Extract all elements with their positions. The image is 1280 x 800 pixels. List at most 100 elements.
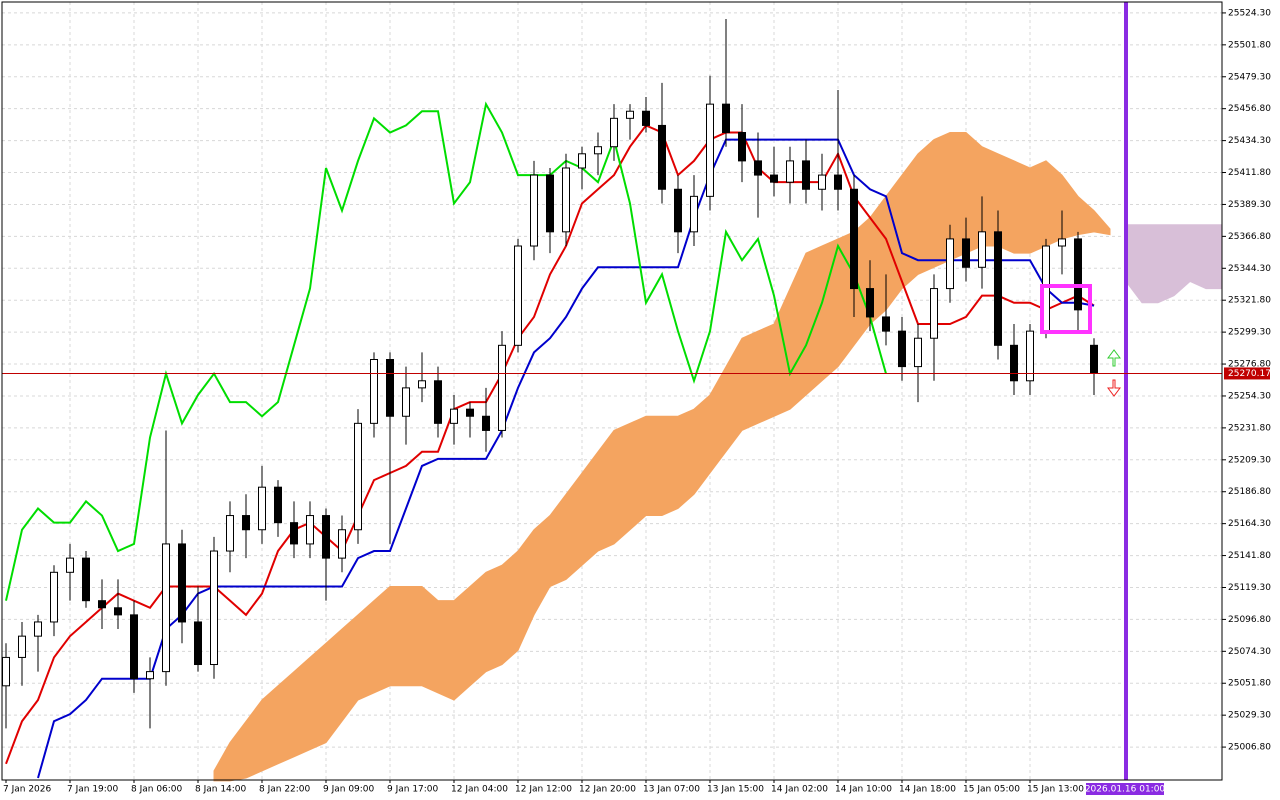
y-tick-label: 25006.80 (1228, 743, 1271, 753)
x-tick-label: 12 Jan 12:00 (515, 785, 572, 795)
candle-body (578, 153, 586, 169)
candle-body (210, 550, 218, 666)
candle-body (514, 245, 522, 346)
candle-body (818, 174, 826, 190)
y-tick-label: 25254.30 (1228, 391, 1271, 401)
y-tick-label: 25299.30 (1228, 328, 1271, 338)
candle-body (1058, 238, 1066, 247)
candle-body (882, 316, 890, 332)
plot-border (1, 1, 1223, 781)
y-tick-label: 25434.30 (1228, 136, 1271, 146)
candle-body (674, 188, 682, 233)
indicator-line (5, 101, 887, 601)
candle-body (82, 557, 90, 602)
candle-body (274, 486, 282, 524)
y-tick-label: 25141.80 (1228, 551, 1271, 561)
x-tick-label: 7 Jan 19:00 (67, 785, 119, 795)
candle-body (530, 174, 538, 247)
highlight-box (1040, 284, 1092, 334)
candle-body (322, 515, 330, 559)
candle-body (946, 238, 954, 290)
y-tick-label: 25209.30 (1228, 455, 1271, 465)
candle-body (722, 103, 730, 134)
candle-body (562, 167, 570, 233)
x-tick-label: 8 Jan 14:00 (195, 785, 247, 795)
candle-body (498, 344, 506, 431)
time-marker-label-bg (1086, 783, 1164, 795)
candle-body (642, 110, 650, 126)
candle-body (290, 522, 298, 545)
candle-body (738, 132, 746, 162)
down-arrow (1107, 379, 1121, 397)
candle-body (546, 174, 554, 233)
candle-body (130, 614, 138, 680)
y-tick-label: 25051.80 (1228, 679, 1271, 689)
candle-body (610, 117, 618, 148)
x-tick-label: 14 Jan 02:00 (771, 785, 828, 795)
candle-body (194, 621, 202, 666)
candle-body (34, 621, 42, 637)
candle-body (466, 408, 474, 417)
y-tick-label: 25389.30 (1228, 200, 1271, 210)
candle-body (66, 557, 74, 573)
x-tick-label: 14 Jan 18:00 (899, 785, 956, 795)
candle-body (2, 656, 10, 687)
candle-body (146, 671, 154, 680)
candle-body (226, 515, 234, 552)
y-tick-label: 25524.30 (1228, 8, 1271, 18)
candle-body (706, 103, 714, 197)
x-tick-label: 7 Jan 2026 (3, 785, 51, 795)
candle-body (354, 422, 362, 531)
y-tick-label: 25501.80 (1228, 40, 1271, 50)
candle-body (338, 529, 346, 559)
candle-body (770, 174, 778, 183)
candle-body (626, 110, 634, 119)
y-tick-label: 25276.80 (1228, 360, 1271, 370)
x-tick-label: 13 Jan 07:00 (643, 785, 700, 795)
y-tick-label: 25479.30 (1228, 72, 1271, 82)
candle-body (162, 543, 170, 673)
candle-body (850, 188, 858, 290)
candle-body (482, 415, 490, 431)
candle-body (898, 330, 906, 368)
y-tick-label: 25074.30 (1228, 647, 1271, 657)
candle-body (978, 231, 986, 268)
indicator-line (5, 124, 1095, 765)
y-tick-label: 25119.30 (1228, 583, 1271, 593)
x-tick-label: 15 Jan 13:00 (1027, 785, 1084, 795)
candle-body (802, 160, 810, 190)
y-tick-label: 25231.80 (1228, 423, 1271, 433)
current-price-label: 25270.17 (1228, 369, 1271, 379)
y-tick-label: 25344.30 (1228, 264, 1271, 274)
candle-body (386, 359, 394, 417)
candle-body (1074, 238, 1082, 311)
current-price-label-bg (1224, 367, 1270, 380)
candle-body (930, 288, 938, 339)
candle-body (370, 359, 378, 424)
y-tick-label: 25321.80 (1228, 296, 1271, 306)
x-tick-label: 12 Jan 20:00 (579, 785, 636, 795)
y-tick-label: 25456.80 (1228, 104, 1271, 114)
candle-body (50, 571, 58, 623)
candle-body (178, 543, 186, 623)
candle-body (1010, 344, 1018, 382)
candle-body (1090, 344, 1098, 374)
candle-body (962, 238, 970, 268)
candle-body (434, 380, 442, 424)
candle-body (658, 124, 666, 190)
x-tick-label: 15 Jan 05:00 (963, 785, 1020, 795)
up-arrow (1107, 349, 1121, 367)
candle-body (690, 195, 698, 233)
candle-body (834, 174, 842, 190)
candle-body (754, 160, 762, 176)
candle-body (450, 408, 458, 424)
y-tick-label: 25164.30 (1228, 519, 1271, 529)
candle-body (914, 337, 922, 368)
y-tick-label: 25029.30 (1228, 711, 1271, 721)
x-tick-label: 12 Jan 04:00 (451, 785, 508, 795)
x-tick-label: 9 Jan 17:00 (387, 785, 439, 795)
candle-body (18, 635, 26, 658)
